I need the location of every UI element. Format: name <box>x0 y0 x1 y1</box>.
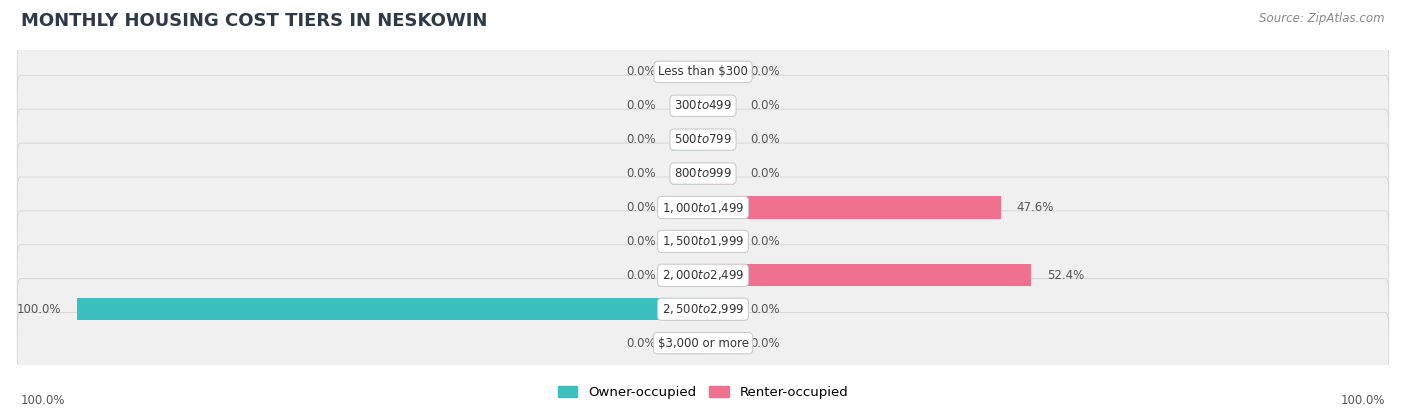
FancyBboxPatch shape <box>17 312 1389 374</box>
Text: MONTHLY HOUSING COST TIERS IN NESKOWIN: MONTHLY HOUSING COST TIERS IN NESKOWIN <box>21 12 488 30</box>
Bar <box>703 264 1031 286</box>
Text: $1,500 to $1,999: $1,500 to $1,999 <box>662 234 744 249</box>
Text: $300 to $499: $300 to $499 <box>673 99 733 112</box>
Text: 52.4%: 52.4% <box>1047 269 1084 282</box>
Bar <box>703 298 734 320</box>
Bar <box>703 230 734 252</box>
Text: 100.0%: 100.0% <box>21 394 66 407</box>
Text: 0.0%: 0.0% <box>627 269 657 282</box>
Text: 0.0%: 0.0% <box>749 65 779 78</box>
Text: $3,000 or more: $3,000 or more <box>658 337 748 350</box>
Bar <box>672 61 703 83</box>
Bar <box>672 196 703 219</box>
Bar <box>77 298 703 320</box>
Text: Less than $300: Less than $300 <box>658 65 748 78</box>
Text: 0.0%: 0.0% <box>627 133 657 146</box>
FancyBboxPatch shape <box>17 245 1389 306</box>
Text: 0.0%: 0.0% <box>627 201 657 214</box>
FancyBboxPatch shape <box>17 109 1389 170</box>
Text: $2,500 to $2,999: $2,500 to $2,999 <box>662 302 744 316</box>
Text: 0.0%: 0.0% <box>749 337 779 350</box>
Text: 0.0%: 0.0% <box>627 337 657 350</box>
Text: 100.0%: 100.0% <box>1340 394 1385 407</box>
Bar <box>672 230 703 252</box>
Legend: Owner-occupied, Renter-occupied: Owner-occupied, Renter-occupied <box>553 380 853 404</box>
Bar <box>672 95 703 117</box>
Text: 47.6%: 47.6% <box>1017 201 1054 214</box>
Text: 0.0%: 0.0% <box>749 167 779 180</box>
Text: $1,000 to $1,499: $1,000 to $1,499 <box>662 200 744 215</box>
FancyBboxPatch shape <box>17 143 1389 204</box>
Bar <box>703 129 734 151</box>
Text: 0.0%: 0.0% <box>627 99 657 112</box>
Text: 0.0%: 0.0% <box>749 133 779 146</box>
Bar <box>703 61 734 83</box>
Bar <box>703 332 734 354</box>
Bar <box>672 332 703 354</box>
Text: Source: ZipAtlas.com: Source: ZipAtlas.com <box>1260 12 1385 25</box>
Text: $2,000 to $2,499: $2,000 to $2,499 <box>662 269 744 282</box>
FancyBboxPatch shape <box>17 279 1389 340</box>
FancyBboxPatch shape <box>17 211 1389 272</box>
Text: $800 to $999: $800 to $999 <box>673 167 733 180</box>
FancyBboxPatch shape <box>17 177 1389 238</box>
Bar <box>703 95 734 117</box>
Text: 0.0%: 0.0% <box>749 303 779 316</box>
Bar <box>672 264 703 286</box>
Bar <box>703 196 1001 219</box>
FancyBboxPatch shape <box>17 42 1389 103</box>
Text: 0.0%: 0.0% <box>627 65 657 78</box>
Text: 0.0%: 0.0% <box>749 235 779 248</box>
Text: 0.0%: 0.0% <box>627 235 657 248</box>
Text: 0.0%: 0.0% <box>627 167 657 180</box>
Text: 0.0%: 0.0% <box>749 99 779 112</box>
Text: $500 to $799: $500 to $799 <box>673 133 733 146</box>
FancyBboxPatch shape <box>17 75 1389 136</box>
Bar <box>672 163 703 185</box>
Bar <box>703 163 734 185</box>
Bar <box>672 129 703 151</box>
Text: 100.0%: 100.0% <box>17 303 60 316</box>
